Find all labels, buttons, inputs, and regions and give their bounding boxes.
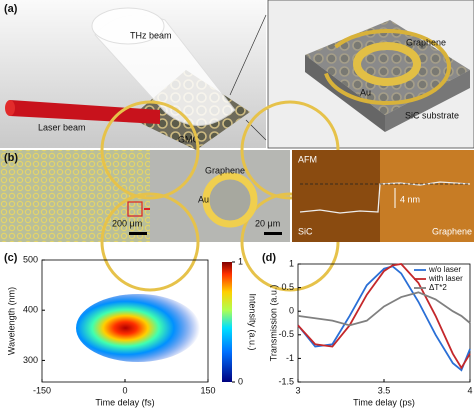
label: 4 nm	[400, 194, 420, 204]
label: Au	[198, 194, 209, 204]
colorbar-tick-label: 0	[238, 376, 243, 386]
panel-b-images	[0, 100, 474, 292]
panel-label: (d)	[262, 252, 276, 264]
heatmap-image	[76, 294, 200, 362]
label: Laser beam	[38, 122, 86, 132]
y-tick-label: -0.5	[278, 329, 294, 339]
x-axis-label: Time delay (fs)	[95, 397, 154, 407]
colorbar-tick-label: 1	[238, 256, 243, 266]
y-tick-label: 0.5	[281, 282, 294, 292]
y-tick-label: -1.5	[278, 376, 294, 386]
colorbar-label: Intensity (a.u.)	[248, 293, 258, 350]
label: SiC substrate	[405, 110, 459, 120]
legend-label: ΔT*2	[429, 283, 447, 292]
y-tick-label: 400	[23, 305, 38, 315]
series-line	[297, 291, 471, 327]
panel-label: (c)	[4, 252, 18, 264]
legend-label: with laser	[428, 274, 463, 283]
y-tick-label: -1	[286, 353, 294, 363]
label: THz beam	[130, 30, 172, 40]
scale-label: 200 μm	[112, 218, 142, 228]
label: SiC	[298, 226, 313, 236]
x-axis-label: Time delay (ps)	[353, 397, 415, 407]
y-tick-label: 1	[289, 258, 294, 268]
y-axis-label: Wavelength (nm)	[6, 287, 16, 355]
label: Graphene	[205, 165, 245, 175]
x-tick-label: 3.5	[378, 385, 391, 395]
series-line	[297, 263, 471, 370]
label: Graphene	[432, 226, 472, 236]
y-tick-label: 0	[289, 306, 294, 316]
label: Graphene	[406, 37, 446, 47]
panel-a-inset	[267, 0, 474, 149]
label: GMC	[178, 134, 199, 144]
colorbar	[222, 262, 232, 382]
panel-label: (b)	[4, 152, 18, 164]
x-tick-label: 3	[295, 385, 300, 395]
scale-label: 20 μm	[255, 218, 280, 228]
label: Au	[360, 87, 371, 97]
x-tick-label: -150	[33, 385, 51, 395]
y-tick-label: 500	[23, 254, 38, 264]
x-tick-label: 150	[200, 385, 215, 395]
y-axis-label: Transmission (a.u.)	[268, 285, 278, 362]
panel-a-image	[0, 0, 267, 150]
panel-label: (a)	[4, 3, 18, 15]
label: AFM	[298, 154, 317, 164]
x-tick-label: 4	[467, 385, 472, 395]
x-tick-label: 0	[122, 385, 127, 395]
legend-label: w/o laser	[428, 265, 461, 274]
y-tick-label: 300	[23, 355, 38, 365]
